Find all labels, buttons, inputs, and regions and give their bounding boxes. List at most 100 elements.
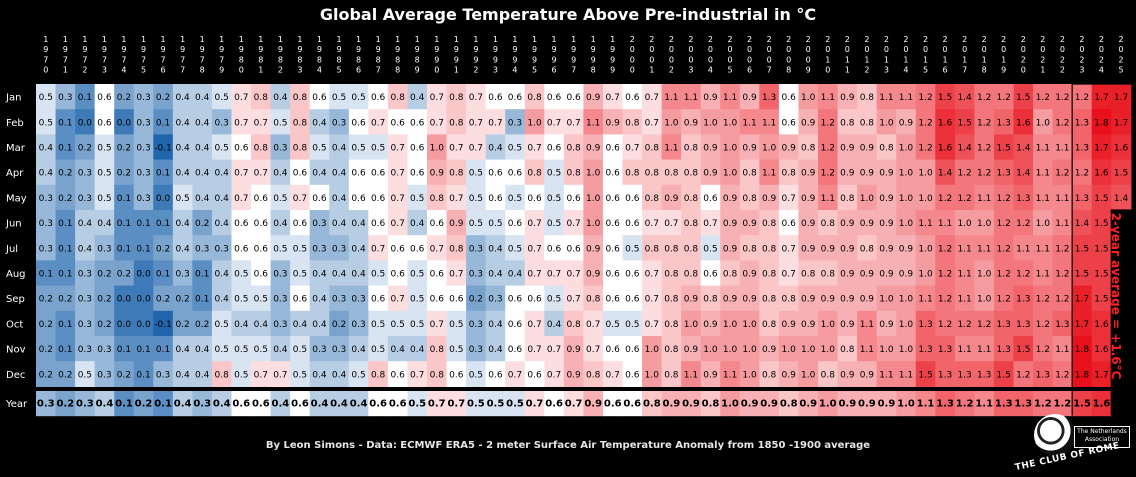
heatmap-cell xyxy=(153,210,174,236)
heatmap-cell xyxy=(818,210,839,236)
cell-value-label: 0.6 xyxy=(625,295,640,305)
heatmap-cell xyxy=(446,260,467,287)
heatmap-cell xyxy=(466,260,487,287)
cell-value-label: 1.1 xyxy=(762,169,776,179)
heatmap-cell xyxy=(368,235,389,261)
cell-value-label: 1.5 xyxy=(1075,270,1089,280)
cell-value-label: 0.4 xyxy=(215,295,230,305)
cell-value-label: 0.7 xyxy=(391,219,405,229)
cell-value-label: 1.0 xyxy=(801,93,816,103)
cell-value-label: 0.6 xyxy=(391,370,406,380)
heatmap-cell xyxy=(36,310,57,337)
cell-value-label: 0.8 xyxy=(801,270,816,280)
cell-value-label: 1.1 xyxy=(1055,219,1069,229)
heatmap-cell xyxy=(466,285,487,312)
heatmap-cell xyxy=(818,159,839,186)
cell-value-label: 0.2 xyxy=(135,399,153,410)
heatmap-cell xyxy=(466,184,487,211)
cell-value-label: 1.2 xyxy=(1036,320,1050,330)
heatmap-cell xyxy=(309,235,330,261)
cell-value-label: 0.5 xyxy=(39,93,53,103)
cell-value-label: 0.4 xyxy=(330,399,348,410)
heatmap-cell xyxy=(172,159,193,186)
heatmap-cell xyxy=(974,109,995,135)
heatmap-cell xyxy=(485,285,506,312)
heatmap-cell xyxy=(544,134,565,161)
two-year-box-inner xyxy=(1110,209,1131,416)
year-axis: 1 9 7 01 9 7 11 9 7 21 9 7 31 9 7 41 9 7 51 9 7 61 9 7 71 9 7 81 9 7 9… xyxy=(43,35,1123,75)
heatmap-cell xyxy=(720,390,741,417)
cell-value-label: 0.9 xyxy=(879,244,894,254)
cell-value-label: 0.7 xyxy=(234,118,248,128)
cell-value-label: 0.3 xyxy=(78,320,92,330)
heatmap-cell xyxy=(896,210,917,236)
cell-value-label: 0.6 xyxy=(606,244,621,254)
heatmap-cell xyxy=(251,390,272,417)
heatmap-cell xyxy=(368,159,389,186)
cell-value-label: 0.5 xyxy=(351,370,365,380)
cell-value-label: 0.2 xyxy=(156,93,170,103)
heatmap-cell xyxy=(700,260,721,287)
heatmap-cell xyxy=(1091,210,1112,236)
cell-value-label: 1.1 xyxy=(664,93,678,103)
heatmap-cell xyxy=(485,310,506,337)
heatmap-cell xyxy=(427,109,448,135)
cell-value-label: 0.4 xyxy=(312,370,327,380)
heatmap-cell xyxy=(427,235,448,261)
cell-value-label: 0.1 xyxy=(156,169,170,179)
cell-value-label: 0.6 xyxy=(293,295,308,305)
heatmap-cell xyxy=(857,134,878,161)
cell-value-label: 0.5 xyxy=(215,144,229,154)
heatmap-cell xyxy=(172,109,193,135)
cell-value-label: 0.7 xyxy=(391,169,405,179)
heatmap-cell xyxy=(524,109,545,135)
heatmap-cell xyxy=(1013,361,1034,387)
heatmap-cell xyxy=(1033,184,1054,211)
cell-value-label: 0.8 xyxy=(527,169,542,179)
cell-value-label: 0.1 xyxy=(58,118,72,128)
heatmap-cell xyxy=(133,210,154,236)
heatmap-cell xyxy=(368,84,389,110)
cell-value-label: 0.6 xyxy=(234,244,249,254)
heatmap-cell xyxy=(466,159,487,186)
cell-value-label: 0.1 xyxy=(58,144,72,154)
cell-value-label: 0.4 xyxy=(195,93,210,103)
heatmap-cell xyxy=(466,310,487,337)
cell-value-label: 1.0 xyxy=(1036,118,1051,128)
cell-value-label: 0.9 xyxy=(566,370,581,380)
cell-value-label: 0.6 xyxy=(410,244,425,254)
cell-value-label: 0.3 xyxy=(332,345,346,355)
cell-value-label: 1.0 xyxy=(821,345,836,355)
heatmap-cell xyxy=(896,285,917,312)
cell-value-label: 0.7 xyxy=(430,244,444,254)
cell-value-label: 1.0 xyxy=(684,320,699,330)
cell-value-label: 0.8 xyxy=(430,194,445,204)
heatmap-cell xyxy=(837,310,858,337)
heatmap-cell xyxy=(485,210,506,236)
cell-value-label: 0.4 xyxy=(273,345,288,355)
heatmap-cell xyxy=(427,285,448,312)
cell-value-label: 1.1 xyxy=(684,93,698,103)
cell-value-label: 0.6 xyxy=(391,244,406,254)
cell-value-label: 0.9 xyxy=(586,144,601,154)
cell-value-label: 0.9 xyxy=(821,295,836,305)
cell-value-label: 0.9 xyxy=(879,194,894,204)
heatmap-cell xyxy=(1072,361,1093,387)
heatmap-cell xyxy=(36,336,57,362)
heatmap-cell xyxy=(211,361,233,387)
cell-value-label: 1.5 xyxy=(1114,169,1128,179)
cell-value-label: 0.6 xyxy=(488,93,503,103)
cell-value-label: 1.2 xyxy=(1055,118,1069,128)
cell-value-label: 0.7 xyxy=(254,118,268,128)
heatmap-cell xyxy=(75,260,96,287)
heatmap-cell xyxy=(446,159,467,186)
heatmap-cell xyxy=(36,134,57,161)
heatmap-cell xyxy=(407,361,428,387)
cell-value-label: 0.1 xyxy=(58,345,72,355)
